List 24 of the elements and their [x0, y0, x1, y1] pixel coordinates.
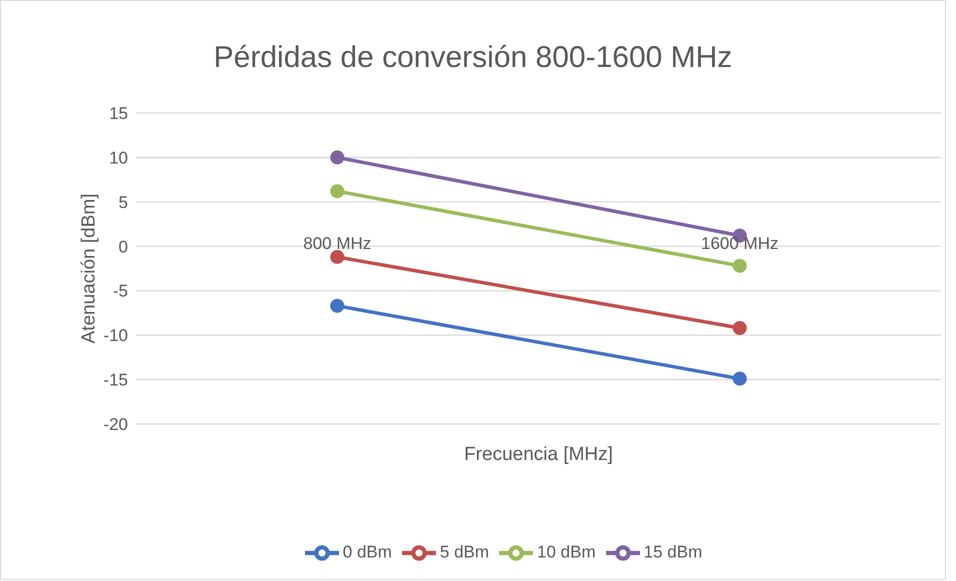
y-tick-label: 15	[109, 104, 128, 124]
y-tick-label: 5	[118, 192, 128, 212]
point	[732, 258, 747, 273]
legend-label: 5 dBm	[440, 542, 490, 562]
y-tick-label: -10	[103, 326, 128, 346]
legend-label: 0 dBm	[342, 542, 392, 562]
y-tick-label: -20	[103, 415, 128, 434]
y-axis-title: Atenuación [dBm]	[78, 194, 100, 344]
point	[330, 250, 344, 264]
x-tick-label: 1600 MHz	[701, 234, 778, 253]
point	[330, 298, 344, 313]
y-tick-label: 0	[118, 237, 128, 256]
legend-label: 15 dBm	[644, 542, 702, 562]
y-tick-label: 10	[109, 148, 128, 168]
legend-label: 10 dBm	[537, 542, 596, 562]
y-tick-label: -15	[103, 370, 128, 390]
point	[732, 321, 747, 336]
point	[330, 184, 344, 198]
x-tick-label: 800 MHz	[303, 234, 372, 253]
x-axis-title: Frecuencia [MHz]	[464, 444, 613, 465]
point	[732, 372, 747, 386]
point	[330, 150, 344, 164]
chart-title: Pérdidas de conversión 800-1600 MHz	[212, 41, 734, 75]
y-tick-label: -5	[112, 282, 128, 301]
